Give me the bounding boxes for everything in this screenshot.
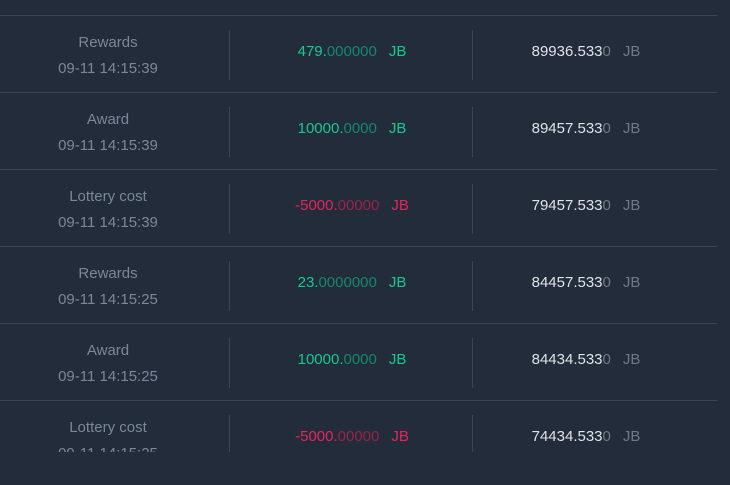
amount-unit: JB	[388, 274, 407, 291]
transaction-type: Award	[86, 111, 130, 128]
transaction-type: Rewards	[78, 34, 138, 51]
column-divider	[472, 261, 473, 311]
balance-tail: 0	[602, 43, 611, 60]
balance-main: 84457.533	[531, 274, 603, 291]
balance-cell: 74434.5330 JB	[474, 428, 698, 445]
balance-unit: JB	[622, 197, 641, 214]
balance-unit: JB	[622, 428, 641, 445]
transaction-type: Rewards	[78, 265, 138, 282]
amount-cell: -5000.00000 JB	[231, 197, 473, 214]
balance-main: 79457.533	[531, 197, 603, 214]
type-cell: Lottery cost 09-11 14:15:25	[0, 415, 216, 452]
type-cell: Rewards 09-11 14:15:25	[0, 261, 216, 313]
transaction-time: 09-11 14:15:39	[58, 137, 158, 154]
type-cell: Rewards 09-11 14:15:39	[0, 30, 216, 82]
amount-cell: 23.0000000 JB	[231, 274, 473, 291]
amount-unit: JB	[388, 351, 407, 368]
balance-cell: 89936.5330 JB	[474, 43, 698, 60]
balance-unit: JB	[622, 274, 641, 291]
amount-integer: 10000.	[297, 351, 344, 368]
amount-unit: JB	[388, 120, 407, 137]
transaction-row: Lottery cost 09-11 14:15:39 -5000.00000 J…	[0, 169, 717, 246]
amount-integer: 479.	[297, 43, 327, 60]
amount-fraction: 0000	[343, 120, 377, 137]
transaction-time: 09-11 14:15:25	[58, 368, 158, 385]
type-cell: Award 09-11 14:15:39	[0, 107, 216, 159]
amount-unit: JB	[391, 428, 409, 445]
balance-cell: 84434.5330 JB	[474, 351, 698, 368]
amount-fraction: 000000	[326, 43, 377, 60]
column-divider	[229, 415, 230, 452]
column-divider	[229, 338, 230, 388]
amount-fraction: 00000	[337, 428, 380, 445]
transaction-time: 09-11 14:15:39	[58, 60, 158, 77]
balance-cell: 89457.5330 JB	[474, 120, 698, 137]
amount-unit: JB	[391, 197, 409, 214]
transaction-type: Lottery cost	[69, 188, 147, 205]
balance-tail: 0	[602, 428, 611, 445]
type-cell: Award 09-11 14:15:25	[0, 338, 216, 390]
column-divider	[472, 415, 473, 452]
column-divider	[472, 30, 473, 80]
column-divider	[229, 184, 230, 234]
column-divider	[472, 338, 473, 388]
transaction-time: 09-11 14:15:25	[0, 441, 216, 452]
balance-main: 89457.533	[531, 120, 603, 137]
amount-integer: 23.	[297, 274, 319, 291]
column-divider	[472, 184, 473, 234]
amount-unit: JB	[388, 43, 407, 60]
transaction-list[interactable]: Rewards 09-11 14:15:39 479.000000 JB 8993…	[0, 15, 717, 452]
amount-integer: -5000.	[295, 197, 338, 214]
column-divider	[229, 107, 230, 157]
amount-cell: 10000.0000 JB	[231, 351, 473, 368]
transaction-time: 09-11 14:15:25	[58, 291, 158, 308]
type-cell: Lottery cost 09-11 14:15:39	[0, 184, 216, 236]
balance-tail: 0	[602, 197, 611, 214]
transaction-type: Lottery cost	[69, 419, 147, 436]
amount-fraction: 0000000	[318, 274, 377, 291]
balance-unit: JB	[622, 120, 641, 137]
transaction-row: Award 09-11 14:15:39 10000.0000 JB 89457.…	[0, 92, 717, 169]
balance-cell: 79457.5330 JB	[474, 197, 698, 214]
balance-unit: JB	[622, 351, 641, 368]
transaction-time: 09-11 14:15:39	[58, 214, 158, 231]
transaction-row: Lottery cost 09-11 14:15:25 -5000.00000 J…	[0, 400, 717, 452]
amount-cell: 479.000000 JB	[231, 43, 473, 60]
amount-cell: 10000.0000 JB	[231, 120, 473, 137]
transaction-row: Rewards 09-11 14:15:25 23.0000000 JB 8445…	[0, 246, 717, 323]
balance-main: 74434.533	[531, 428, 603, 445]
column-divider	[472, 107, 473, 157]
transaction-row: Rewards 09-11 14:15:39 479.000000 JB 8993…	[0, 15, 717, 92]
transaction-row: Award 09-11 14:15:25 10000.0000 JB 84434.…	[0, 323, 717, 400]
balance-cell: 84457.5330 JB	[474, 274, 698, 291]
column-divider	[229, 261, 230, 311]
balance-main: 84434.533	[531, 351, 603, 368]
balance-tail: 0	[602, 274, 611, 291]
column-divider	[229, 30, 230, 80]
amount-integer: -5000.	[295, 428, 338, 445]
balance-unit: JB	[622, 43, 641, 60]
balance-tail: 0	[602, 351, 611, 368]
balance-tail: 0	[602, 120, 611, 137]
transaction-type: Award	[86, 342, 130, 359]
amount-integer: 10000.	[297, 120, 344, 137]
amount-fraction: 00000	[337, 197, 380, 214]
balance-main: 89936.533	[531, 43, 603, 60]
amount-cell: -5000.00000 JB	[231, 428, 473, 445]
amount-fraction: 0000	[343, 351, 377, 368]
